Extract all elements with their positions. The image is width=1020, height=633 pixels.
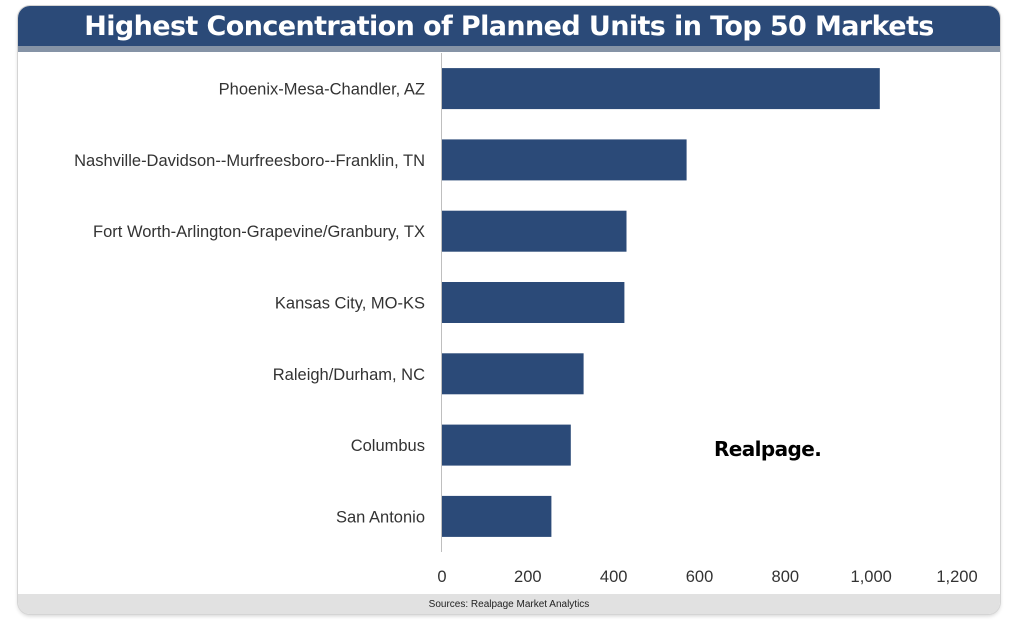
category-label-4: Raleigh/Durham, NC [273,366,425,384]
category-label-2: Fort Worth-Arlington-Grapevine/Granbury,… [93,223,425,241]
x-tick-label-3: 600 [686,568,714,586]
bar-1 [442,139,687,181]
category-label-0: Phoenix-Mesa-Chandler, AZ [219,81,425,99]
bar-3 [442,282,625,323]
bar-5 [442,424,571,466]
category-label-6: San Antonio [336,508,425,526]
bar-0 [442,68,880,110]
realpage-logo: Realpage. [714,437,822,461]
x-tick-label-0: 0 [437,568,446,586]
x-tick-label-2: 400 [600,568,628,586]
x-tick-label-6: 1,200 [936,568,977,586]
footer-bar: Sources: Realpage Market Analytics [18,594,1000,614]
chart-title: Highest Concentration of Planned Units i… [84,10,934,42]
bar-4 [442,353,584,395]
bar-6 [442,495,552,537]
title-bar: Highest Concentration of Planned Units i… [18,6,1000,52]
x-tick-label-4: 800 [772,568,800,586]
category-label-3: Kansas City, MO-KS [275,295,425,313]
category-label-5: Columbus [351,437,425,455]
category-label-1: Nashville-Davidson--Murfreesboro--Frankl… [74,152,425,170]
source-note: Sources: Realpage Market Analytics [428,598,590,610]
bar-2 [442,210,627,252]
x-tick-label-1: 200 [514,568,542,586]
x-tick-label-5: 1,000 [851,568,892,586]
